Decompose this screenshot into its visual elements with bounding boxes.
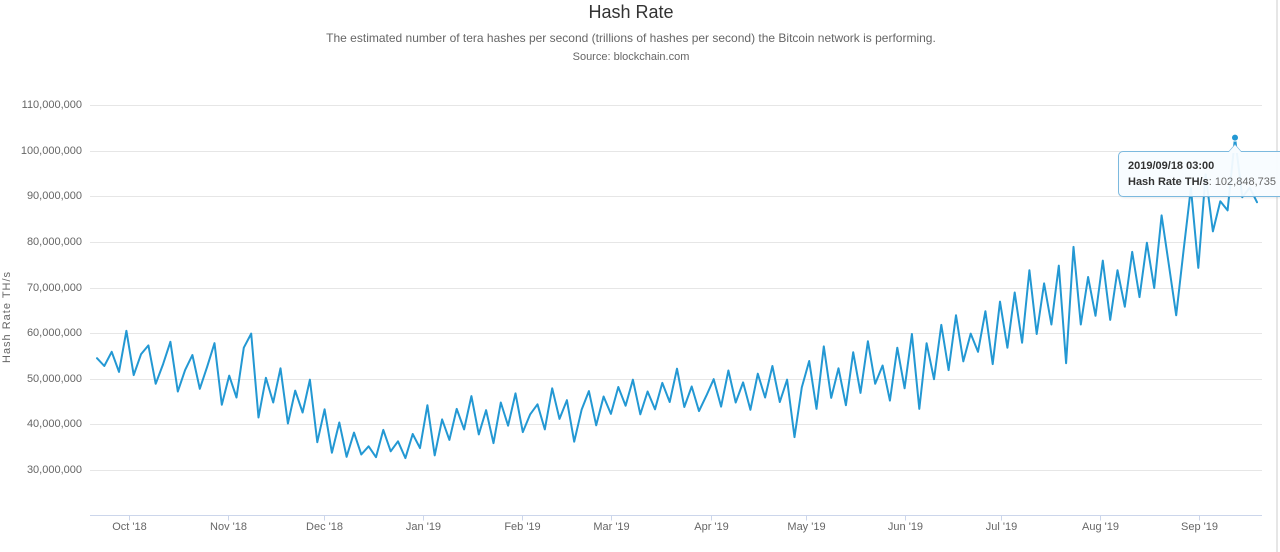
y-tick-label: 30,000,000 [26, 464, 82, 476]
x-tick-label: May '19 [787, 521, 826, 533]
y-tick-label: 100,000,000 [20, 145, 82, 157]
y-tick-label: 110,000,000 [21, 99, 82, 111]
x-tick-label: Apr '19 [694, 521, 729, 533]
x-tick-label: Jul '19 [985, 521, 1018, 533]
x-tick-label: Mar '19 [593, 521, 630, 533]
y-tick-label: 80,000,000 [26, 236, 82, 248]
tooltip-arrow-fill [1228, 145, 1242, 153]
x-tick-label: Dec '18 [306, 521, 343, 533]
page-title: Hash Rate [588, 2, 674, 22]
x-tick-label: Aug '19 [1082, 521, 1119, 533]
hovered-point-marker[interactable] [1231, 133, 1239, 142]
hash-rate-line[interactable] [96, 136, 1258, 460]
y-tick-label: 40,000,000 [26, 418, 82, 430]
x-tick-label: Oct '18 [112, 521, 147, 533]
x-tick-label: Jan '19 [405, 521, 442, 533]
tooltip-date: 2019/09/18 03:00 [1128, 160, 1215, 172]
y-tick-label: 50,000,000 [26, 373, 82, 385]
x-tick-label: Jun '19 [887, 521, 924, 533]
tooltip-value: : 102,848,735 [1208, 176, 1276, 188]
y-tick-label: 70,000,000 [26, 282, 82, 294]
y-tick-label: 60,000,000 [26, 327, 82, 339]
x-tick-label: Feb '19 [504, 521, 541, 533]
x-tick-label: Nov '18 [210, 521, 247, 533]
x-tick-label: Sep '19 [1181, 521, 1218, 533]
tooltip-body: Hash Rate TH/s: 102,848,735 [1128, 174, 1276, 190]
chart-tooltip: 2019/09/18 03:00 Hash Rate TH/s: 102,848… [1118, 144, 1280, 197]
scroll-edge-divider [1276, 0, 1278, 552]
chart-source-credit: Source: blockchain.com [572, 51, 690, 63]
tooltip-series-label: Hash Rate TH/s [1128, 176, 1209, 188]
chart-subtitle: The estimated number of tera hashes per … [326, 31, 936, 45]
y-tick-label: 90,000,000 [26, 190, 82, 202]
